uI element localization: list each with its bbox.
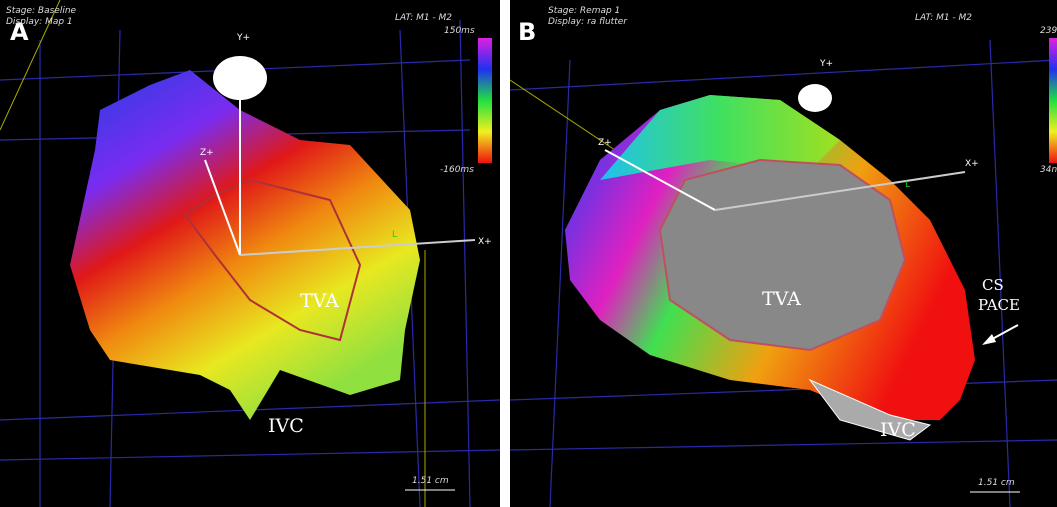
stage: Stage: Baseline	[6, 6, 77, 16]
figure: A Stage: Baseline Display: Map 1 LAT: M1…	[0, 0, 1057, 507]
annotation: PACE	[978, 296, 1020, 314]
scale-min: -160ms	[440, 165, 474, 175]
axis-z: Z+	[200, 148, 214, 158]
axis-x: X+	[965, 159, 979, 169]
map-surface	[70, 70, 420, 420]
scale-bar-label: 1.51 cm	[978, 478, 1015, 488]
stage: Stage: Remap 1	[548, 6, 620, 16]
scale-max: 150ms	[444, 26, 475, 36]
axis-head	[798, 84, 832, 112]
scale-max: 239	[1040, 26, 1057, 36]
scale-min: 34n	[1040, 165, 1057, 175]
scale-bar-label: 1.51 cm	[412, 476, 449, 486]
axis-z: Z+	[598, 138, 612, 148]
lat: LAT: M1 - M2	[915, 13, 972, 23]
frame-line	[510, 80, 630, 160]
panel-a: A Stage: Baseline Display: Map 1 LAT: M1…	[0, 0, 500, 507]
color-bar	[478, 38, 492, 163]
axis-y: Y+	[236, 33, 250, 43]
marker: L	[392, 230, 397, 240]
axis-x: X+	[478, 237, 492, 247]
annotation: IVC	[880, 419, 916, 441]
axis-y: Y+	[819, 59, 833, 69]
annotation: TVA	[762, 288, 801, 310]
marker: L	[905, 180, 910, 190]
annotation: TVA	[300, 290, 339, 312]
annotation: IVC	[268, 415, 304, 437]
display: Display: ra flutter	[548, 17, 628, 27]
panel-label: B	[518, 18, 536, 46]
arrow-head	[982, 334, 996, 345]
panel-b: B Stage: Remap 1 Display: ra flutter LAT…	[510, 0, 1057, 507]
lat: LAT: M1 - M2	[395, 13, 452, 23]
annotation: CS	[982, 276, 1004, 294]
color-bar	[1049, 38, 1057, 163]
display: Display: Map 1	[6, 17, 73, 27]
axis-head	[213, 56, 267, 100]
